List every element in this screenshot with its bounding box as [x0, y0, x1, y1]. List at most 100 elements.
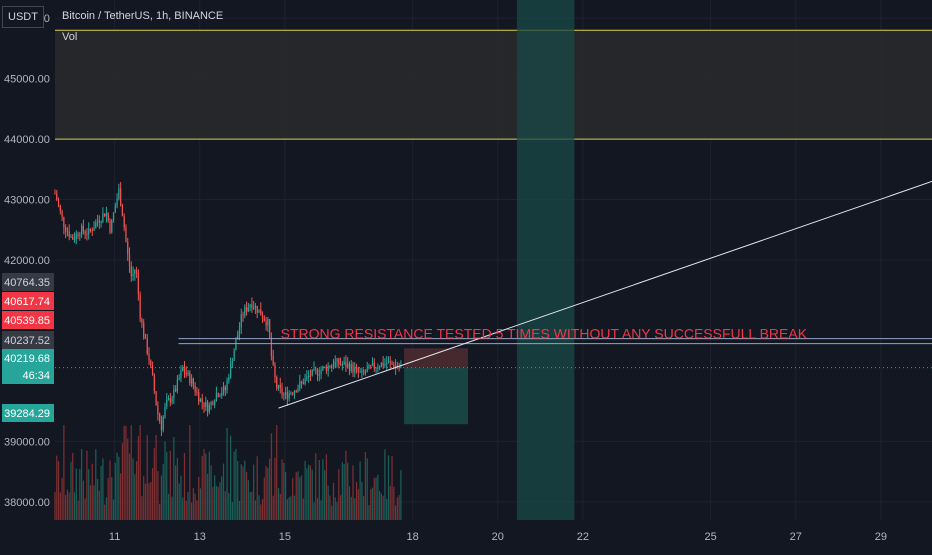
- volume-bar: [240, 464, 242, 520]
- volume-bar: [371, 487, 374, 520]
- volume-bar: [224, 491, 226, 520]
- volume-bar: [231, 501, 234, 520]
- candle-body: [249, 304, 251, 308]
- candle-body: [141, 318, 143, 323]
- candle-body: [118, 188, 120, 199]
- volume-bar: [215, 485, 218, 520]
- volume-bar: [219, 482, 221, 520]
- candle-body: [229, 362, 232, 378]
- volume-bar: [355, 481, 358, 520]
- volume-bar: [160, 475, 163, 520]
- candle-body: [231, 361, 234, 363]
- candle-body: [224, 386, 226, 391]
- volume-bar: [384, 449, 386, 520]
- green-column: [516, 0, 575, 520]
- volume-bar: [393, 486, 395, 520]
- volume-bar: [144, 483, 147, 520]
- candle-body: [89, 228, 92, 231]
- volume-bar: [343, 464, 345, 520]
- candle-body: [332, 365, 335, 367]
- volume-bar: [164, 441, 166, 520]
- volume-bar: [134, 474, 136, 520]
- candle-body: [300, 381, 303, 383]
- volume-bar: [91, 463, 93, 520]
- candle-body: [253, 307, 255, 309]
- y-tick-label: 39000.00: [4, 436, 50, 448]
- volume-bar: [121, 443, 124, 520]
- candle-body: [325, 366, 328, 372]
- volume-bar: [141, 496, 143, 520]
- candle-body: [111, 219, 113, 233]
- candle-body: [148, 353, 150, 361]
- volume-bar: [208, 451, 210, 520]
- candle-body: [217, 393, 219, 397]
- candle-body: [382, 362, 384, 366]
- candle-body: [261, 315, 264, 319]
- candle-body: [354, 367, 356, 373]
- candle-body: [150, 360, 152, 366]
- candle-body: [221, 393, 223, 396]
- x-tick-label: 15: [279, 531, 291, 543]
- candle-body: [155, 391, 157, 406]
- volume-bar: [57, 461, 60, 520]
- candle-body: [380, 362, 383, 368]
- volume-bar: [283, 462, 285, 520]
- volume-bar: [59, 492, 61, 520]
- candle-body: [175, 389, 177, 392]
- price-tag-label: 40219.68: [4, 353, 50, 365]
- volume-bar: [130, 425, 132, 520]
- candle-body: [199, 398, 202, 402]
- price-tag-label: 40617.74: [4, 296, 50, 308]
- price-tag-label: 40539.85: [4, 315, 50, 327]
- volume-bar: [65, 494, 67, 520]
- candle-body: [375, 367, 377, 369]
- volume-bar: [267, 467, 269, 520]
- volume-bar: [316, 498, 319, 520]
- candle-body: [70, 236, 72, 238]
- x-tick-label: 11: [109, 531, 120, 543]
- currency-button[interactable]: USDT: [2, 6, 44, 28]
- candle-body: [104, 213, 106, 217]
- volume-bar: [166, 451, 168, 520]
- x-tick-label: 29: [875, 531, 887, 543]
- candle-body: [180, 370, 182, 379]
- candle-body: [269, 319, 271, 338]
- candle-body: [153, 375, 155, 392]
- volume-bar: [143, 476, 145, 520]
- candle-body: [98, 221, 100, 223]
- volume-bar: [313, 502, 315, 520]
- volume-bar: [210, 465, 212, 520]
- candle-body: [341, 364, 343, 366]
- volume-bar: [155, 434, 157, 520]
- candle-body: [339, 364, 342, 366]
- candle-body: [205, 402, 207, 407]
- candle-body: [201, 398, 203, 403]
- candle-body: [309, 375, 312, 377]
- x-tick-label: 18: [406, 531, 418, 543]
- candle-body: [125, 227, 127, 242]
- candle-body: [100, 221, 102, 223]
- candle-body: [143, 322, 145, 338]
- x-tick-label: 25: [704, 531, 716, 543]
- volume-bar: [176, 458, 179, 520]
- volume-bar: [82, 480, 85, 520]
- candle-body: [263, 318, 265, 321]
- annotation-text: STRONG RESISTANCE TESTED 5 TIMES WITHOUT…: [281, 326, 808, 342]
- volume-bar: [187, 491, 189, 520]
- candle-body: [185, 372, 187, 375]
- volume-bar: [345, 450, 347, 520]
- candle-body: [56, 193, 58, 201]
- candle-body: [387, 361, 390, 364]
- candle-body: [160, 420, 163, 430]
- volume-bar: [96, 479, 99, 520]
- volume-bar: [190, 502, 193, 520]
- volume-bar: [389, 485, 391, 520]
- candle-body: [235, 339, 237, 351]
- volume-bar: [357, 489, 359, 520]
- volume-bar: [295, 472, 297, 520]
- candle-body: [370, 365, 372, 367]
- candle-body: [190, 378, 193, 384]
- candle-body: [355, 367, 358, 369]
